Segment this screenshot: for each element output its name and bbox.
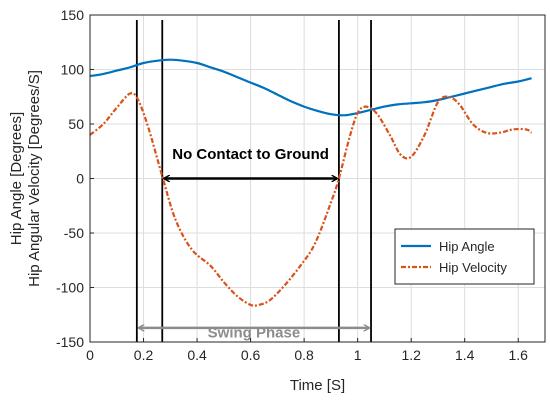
y-tick-label: -50 (64, 225, 84, 241)
x-axis-label: Time [S] (290, 377, 345, 394)
x-tick-label: 0.8 (294, 347, 314, 363)
x-tick-label: 0.6 (241, 347, 261, 363)
x-tick-label: 1.2 (401, 347, 421, 363)
legend-entry-label: Hip Angle (439, 239, 495, 254)
tick-labels: 0 0.2 0.4 0.6 0.8 1 1.2 1.4 1.6 -150 -100 -50 0 50 100… (56, 7, 528, 363)
y-tick-label: -150 (56, 334, 84, 350)
y-tick-label: 50 (68, 116, 84, 132)
x-tick-label: 0.2 (134, 347, 154, 363)
x-tick-label: 1.6 (509, 347, 529, 363)
series-line-hip-velocity (89, 92, 533, 307)
x-tick-label: 1 (354, 347, 362, 363)
x-tick-label: 0 (86, 347, 94, 363)
y-axis-label-line-1: Hip Angle [Degrees] (8, 112, 25, 245)
series-line-hip-angle (89, 58, 532, 117)
y-tick-label: 0 (76, 171, 84, 187)
y-tick-label: 150 (61, 7, 85, 23)
y-tick-label: -100 (56, 280, 84, 296)
legend: Hip Angle Hip Velocity (394, 228, 535, 285)
y-axis-label-line-2: Hip Angular Velocity [Degrees/S] (26, 70, 43, 287)
plot-frame (89, 14, 546, 343)
x-tick-label: 1.4 (455, 347, 475, 363)
no-contact-label: No Contact to Ground (172, 146, 329, 163)
y-tick-label: 100 (61, 62, 85, 78)
annotations: No Contact to Ground Swing Phase (139, 146, 369, 342)
swing-phase-label: Swing Phase (208, 325, 301, 342)
legend-box (394, 228, 535, 285)
event-lines (135, 20, 372, 342)
x-tick-label: 0.4 (187, 347, 207, 363)
series-lines (89, 58, 533, 307)
axis-labels: Time [S] Hip Angle [Degrees] Hip Angular V… (8, 70, 345, 394)
legend-entry-label: Hip Velocity (439, 260, 507, 275)
